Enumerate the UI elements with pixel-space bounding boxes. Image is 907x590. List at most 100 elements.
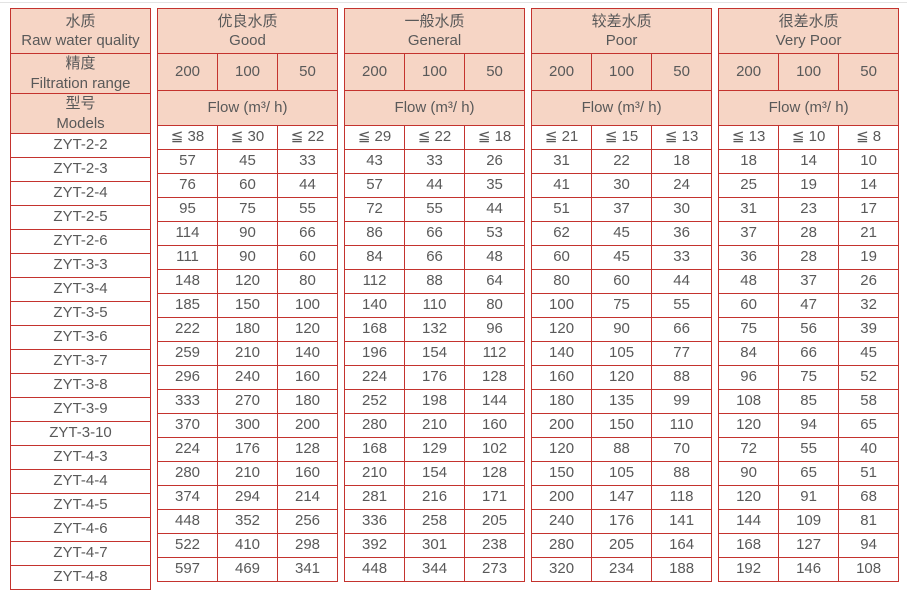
flow-value-cell: 58 <box>838 389 900 414</box>
flow-value-cell: 100 <box>531 293 593 318</box>
flow-value-cell: 64 <box>464 269 526 294</box>
spec-table: 水质 Raw water quality 精度 Filtration range… <box>10 8 900 590</box>
flow-value-cell: 240 <box>531 509 593 534</box>
flow-value-cell: 60 <box>591 269 653 294</box>
flow-value-cell: 320 <box>531 557 593 582</box>
flow-value-cell: 17 <box>838 197 900 222</box>
table-row: 296 240 160 <box>157 365 339 390</box>
flow-value-cell: 120 <box>531 317 593 342</box>
table-row: 95 75 55 <box>157 197 339 222</box>
flow-value-cell: 45 <box>591 245 653 270</box>
table-row: 36 28 19 <box>718 245 900 270</box>
flow-value-cell: 14 <box>838 173 900 198</box>
flow-value-cell: 99 <box>651 389 713 414</box>
flow-value-cell: 65 <box>778 461 840 486</box>
flow-value-cell: 65 <box>838 413 900 438</box>
table-row: 120 90 66 <box>531 317 713 342</box>
table-row: ZYT-3-9 <box>10 397 151 422</box>
table-row: 210 154 128 <box>344 461 526 486</box>
flow-value-cell: 75 <box>778 365 840 390</box>
flow-value-cell: 205 <box>464 509 526 534</box>
group-label-en: Good <box>229 32 266 49</box>
flow-value-cell: 52 <box>838 365 900 390</box>
models-column-table: 水质 Raw water quality 精度 Filtration range… <box>10 8 151 590</box>
flow-value-cell: 95 <box>157 197 218 222</box>
flow-value-cell: 140 <box>276 341 339 366</box>
flow-value-cell: 128 <box>276 437 339 462</box>
flow-value-cell: 344 <box>404 557 466 582</box>
table-row: 180 135 99 <box>531 389 713 414</box>
flow-value-cell: 102 <box>464 437 526 462</box>
raw-water-quality-label-en: Raw water quality <box>21 32 140 49</box>
flow-value-cell: ≦ 8 <box>838 125 900 150</box>
group-label-zh: 优良水质 <box>217 12 278 30</box>
flow-value-cell: 45 <box>591 221 653 246</box>
precision-cell: 100 <box>591 53 653 91</box>
flow-value-cell: 234 <box>591 557 653 582</box>
model-cell: ZYT-3-5 <box>10 301 151 326</box>
flow-value-cell: 55 <box>778 437 840 462</box>
flow-value-cell: 144 <box>718 509 780 534</box>
flow-value-cell: 109 <box>778 509 840 534</box>
flow-value-cell: 86 <box>344 221 406 246</box>
flow-value-cell: 39 <box>838 317 900 342</box>
table-row: ZYT-4-6 <box>10 517 151 542</box>
flow-value-cell: ≦ 38 <box>157 125 218 150</box>
flow-value-cell: 597 <box>157 557 218 582</box>
table-row: 84 66 48 <box>344 245 526 270</box>
flow-value-cell: 270 <box>217 389 278 414</box>
flow-value-cell: 88 <box>651 365 713 390</box>
flow-value-cell: 60 <box>531 245 593 270</box>
flow-value-cell: 33 <box>404 149 466 174</box>
flow-value-cell: 91 <box>778 485 840 510</box>
flow-value-cell: 150 <box>591 413 653 438</box>
flow-value-cell: 60 <box>718 293 780 318</box>
flow-value-cell: 28 <box>778 245 840 270</box>
flow-value-cell: 28 <box>778 221 840 246</box>
flow-value-cell: 150 <box>217 293 278 318</box>
flow-value-cell: 160 <box>276 461 339 486</box>
flow-value-cell: 146 <box>778 557 840 582</box>
flow-value-cell: 80 <box>464 293 526 318</box>
flow-value-cell: 14 <box>778 149 840 174</box>
flow-value-cell: 60 <box>217 173 278 198</box>
raw-water-quality-header: 水质 Raw water quality <box>10 8 151 54</box>
flow-rows: ≦ 13 ≦ 10 ≦ 8 18 14 10 25 19 14 31 23 17 37 28 21 36 28 1… <box>718 125 900 582</box>
table-row: 144 109 81 <box>718 509 900 534</box>
table-row: 41 30 24 <box>531 173 713 198</box>
flow-value-cell: 57 <box>157 149 218 174</box>
table-row: 57 44 35 <box>344 173 526 198</box>
flow-value-cell: 19 <box>778 173 840 198</box>
table-row: 200 147 118 <box>531 485 713 510</box>
flow-value-cell: 88 <box>651 461 713 486</box>
flow-value-cell: 60 <box>276 245 339 270</box>
flow-value-cell: 168 <box>344 437 406 462</box>
table-row: 86 66 53 <box>344 221 526 246</box>
flow-value-cell: 30 <box>591 173 653 198</box>
table-row: 148 120 80 <box>157 269 339 294</box>
flow-value-cell: 57 <box>344 173 406 198</box>
table-row: 76 60 44 <box>157 173 339 198</box>
precision-cell: 100 <box>404 53 466 91</box>
group-label-en: Poor <box>605 32 638 49</box>
table-row: 62 45 36 <box>531 221 713 246</box>
flow-rows: ≦ 38 ≦ 30 ≦ 22 57 45 33 76 60 44 95 75 55 114 90 66 111… <box>157 125 339 582</box>
model-cell: ZYT-3-3 <box>10 253 151 278</box>
raw-water-quality-label-zh: 水质 <box>65 12 96 30</box>
flow-value-cell: 192 <box>718 557 780 582</box>
flow-value-cell: 110 <box>404 293 466 318</box>
flow-value-cell: 200 <box>276 413 339 438</box>
group-table-very-poor: 很差水质 Very Poor 200 100 50 Flow (m³/ h) ≦… <box>718 8 900 582</box>
table-row: ZYT-2-4 <box>10 181 151 206</box>
flow-value-cell: 77 <box>651 341 713 366</box>
flow-value-cell: 210 <box>217 341 278 366</box>
flow-value-cell: 51 <box>531 197 593 222</box>
table-row: 597 469 341 <box>157 557 339 582</box>
table-row: 18 14 10 <box>718 149 900 174</box>
flow-value-cell: 469 <box>217 557 278 582</box>
table-row: 168 129 102 <box>344 437 526 462</box>
table-row: 31 23 17 <box>718 197 900 222</box>
model-cell: ZYT-3-8 <box>10 373 151 398</box>
flow-value-cell: 40 <box>838 437 900 462</box>
model-cell: ZYT-4-7 <box>10 541 151 566</box>
